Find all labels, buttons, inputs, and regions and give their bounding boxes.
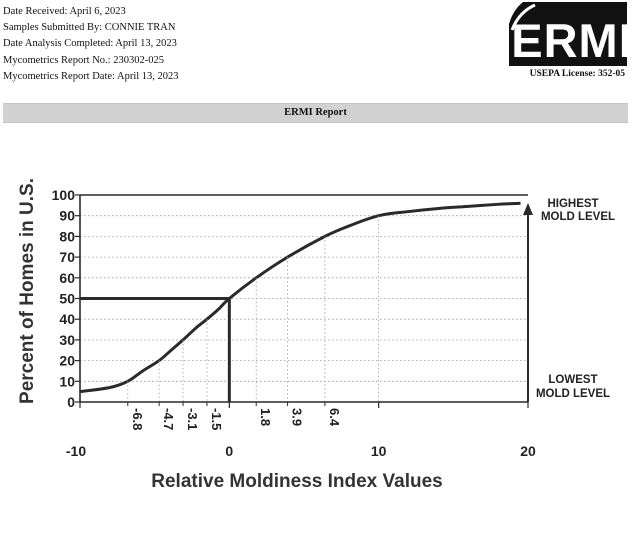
- y-axis-title: Percent of Homes in U.S.: [17, 178, 38, 404]
- y-tick-label: 30: [59, 332, 75, 348]
- quartile-label: 1.8: [258, 408, 273, 426]
- quartile-label: -6.8: [130, 408, 145, 430]
- report-date: Mycometrics Report Date: April 13, 2023: [3, 70, 179, 82]
- x-tick-label: -10: [66, 443, 86, 459]
- quartile-label: 3.9: [290, 408, 305, 426]
- report-info: Date Received: April 6, 2023 Samples Sub…: [3, 4, 179, 85]
- quartile-label: 6.4: [327, 408, 342, 427]
- highest-label: HIGHEST: [547, 198, 598, 210]
- x-tick-label: 10: [371, 443, 387, 459]
- x-tick-label: 0: [225, 443, 233, 459]
- samples-submitted-by: Samples Submitted By: CONNIE TRAN: [3, 22, 176, 34]
- x-axis-title: Relative Moldiness Index Values: [151, 471, 442, 492]
- y-tick-label: 50: [59, 291, 75, 307]
- report-title: ERMI Report: [284, 107, 347, 118]
- svg-text:ERMI: ERMI: [511, 14, 627, 66]
- mold-level-arrowhead: [523, 203, 533, 215]
- y-tick-label: 90: [59, 208, 75, 224]
- y-tick-label: 10: [59, 373, 75, 389]
- lowest-label: LOWEST: [548, 374, 597, 386]
- y-tick-label: 100: [52, 187, 76, 203]
- quartile-label: -4.7: [161, 408, 176, 430]
- ermi-logo: ERMI: [509, 2, 627, 66]
- lowest-mold-level-label: MOLD LEVEL: [536, 388, 610, 400]
- ermi-chart: 0 10 20 30 40 50 60 70 80 90 100 -10 0 10 20 -6.8 -4.7 -3…: [17, 178, 615, 492]
- usepa-license: USEPA License: 352-05: [529, 69, 625, 79]
- y-tick-label: 20: [59, 353, 75, 369]
- quartile-label: -1.5: [209, 408, 224, 430]
- y-tick-label: 40: [59, 311, 75, 327]
- date-analysis-completed: Date Analysis Completed: April 13, 2023: [3, 38, 177, 50]
- y-tick-label: 70: [59, 249, 75, 265]
- y-tick-label: 0: [67, 394, 75, 410]
- report-number: Mycometrics Report No.: 230302-025: [3, 54, 164, 66]
- x-tick-label: 20: [520, 443, 536, 459]
- report-banner: ERMI Report: [3, 103, 628, 123]
- highest-mold-level-label: MOLD LEVEL: [541, 211, 615, 223]
- y-tick-label: 60: [59, 270, 75, 286]
- date-received: Date Received: April 6, 2023: [3, 6, 126, 17]
- quartile-label: -3.1: [185, 408, 200, 430]
- y-tick-label: 80: [59, 228, 75, 244]
